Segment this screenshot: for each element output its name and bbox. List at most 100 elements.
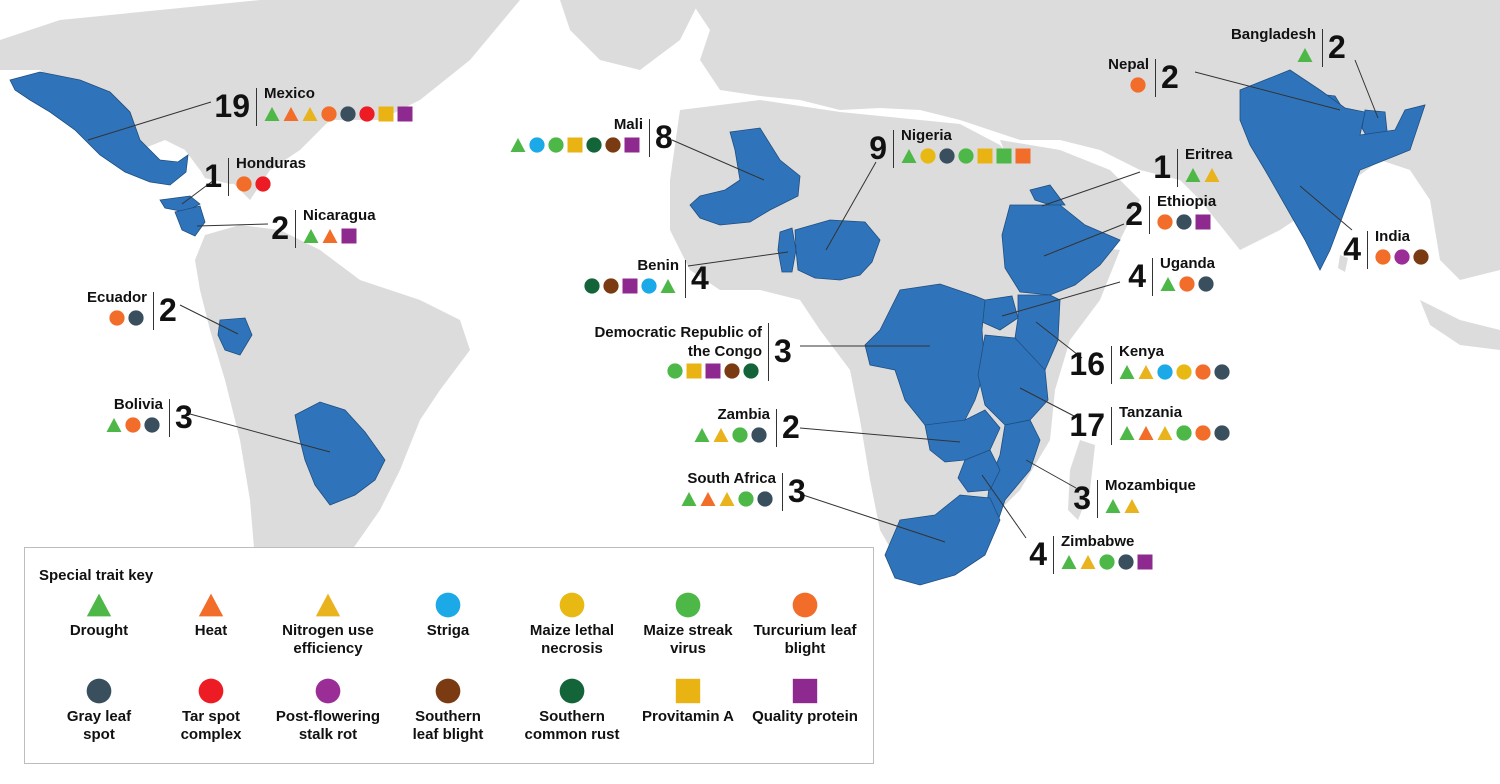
shape-nicaragua xyxy=(174,205,206,237)
shape-drc xyxy=(864,283,986,431)
trait-drought-icon xyxy=(901,148,917,164)
legend-label-line: stalk rot xyxy=(298,726,358,743)
legend-slb-icon xyxy=(435,678,461,704)
trait-mln-icon xyxy=(920,148,936,164)
legend-item-drought: Drought xyxy=(39,592,159,640)
leader-zimbabwe xyxy=(981,474,1027,539)
divider xyxy=(1149,196,1150,234)
trait-icons xyxy=(1119,364,1230,380)
trait-drought-icon xyxy=(1061,554,1077,570)
leader-bangladesh xyxy=(1354,59,1379,119)
trait-icons xyxy=(667,363,759,379)
trait-heat-icon xyxy=(322,228,338,244)
trait-gls-icon xyxy=(757,491,773,507)
country-name: Honduras xyxy=(236,155,307,172)
legend-drought-icon xyxy=(86,592,112,618)
trait-icons xyxy=(681,491,773,507)
legend-label: Maize lethal necrosis xyxy=(512,622,632,658)
legend-label-line: common rust xyxy=(524,726,620,743)
trait-tlb-icon xyxy=(1195,364,1211,380)
legend-item-heat: Heat xyxy=(151,592,271,640)
divider xyxy=(153,292,154,330)
legend-label: Maize streak virus xyxy=(628,622,748,658)
trait-provA-icon xyxy=(977,148,993,164)
trait-gls-icon xyxy=(128,310,144,326)
legend-tlb-icon xyxy=(792,592,818,618)
trait-tlb-icon xyxy=(109,310,125,326)
legend-item-provA: Provitamin A xyxy=(628,678,748,726)
legend-label-line: Maize lethal xyxy=(529,622,615,639)
trait-icons xyxy=(1185,167,1220,183)
trait-gls-icon xyxy=(751,427,767,443)
legend-label-line: blight xyxy=(784,640,826,657)
legend-mln-icon xyxy=(559,592,585,618)
trait-slb-icon xyxy=(605,137,621,153)
trait-icons xyxy=(109,310,144,326)
legend-label: Tar spot complex xyxy=(151,708,271,744)
trait-striga-icon xyxy=(1157,364,1173,380)
legend-label-line: complex xyxy=(180,726,242,743)
country-name: Democratic Republic of the Congo xyxy=(594,324,762,360)
trait-icons xyxy=(106,417,160,433)
country-name: Bolivia xyxy=(113,396,163,413)
variety-count: 1 xyxy=(1153,149,1171,185)
variety-count: 4 xyxy=(1029,536,1047,572)
leader-india xyxy=(1299,185,1353,231)
trait-provA-icon xyxy=(567,137,583,153)
trait-qp-icon xyxy=(397,106,413,122)
trait-tlb-icon xyxy=(1195,425,1211,441)
legend-label: Provitamin A xyxy=(628,708,748,726)
trait-mln-icon xyxy=(1176,364,1192,380)
trait-tsc-icon xyxy=(359,106,375,122)
trait-slb-icon xyxy=(1413,249,1429,265)
trait-drought-icon xyxy=(694,427,710,443)
trait-nue-icon xyxy=(1138,364,1154,380)
legend-label-line: Striga xyxy=(426,622,470,639)
divider xyxy=(1152,258,1153,296)
divider xyxy=(1322,29,1323,67)
variety-count: 3 xyxy=(175,399,193,435)
trait-icons xyxy=(1105,498,1140,514)
trait-drought-icon xyxy=(1160,276,1176,292)
variety-count: 4 xyxy=(1343,231,1361,267)
trait-msv-icon xyxy=(667,363,683,379)
legend-nue-icon xyxy=(315,592,341,618)
trait-icons xyxy=(264,106,413,122)
trait-icons xyxy=(1130,77,1146,93)
divider xyxy=(776,409,777,447)
trait-provA_green-icon xyxy=(996,148,1012,164)
divider xyxy=(1155,59,1156,97)
shape-india xyxy=(1239,69,1426,271)
trait-tlb-icon xyxy=(321,106,337,122)
divider xyxy=(1111,407,1112,445)
trait-gls-icon xyxy=(1118,554,1134,570)
legend-label-line: Drought xyxy=(69,622,129,639)
variety-count: 2 xyxy=(271,210,289,246)
variety-count: 3 xyxy=(1073,480,1091,516)
legend-label-line: spot xyxy=(83,726,115,743)
leader-ethiopia xyxy=(1043,223,1125,257)
leader-kenya xyxy=(1035,321,1083,359)
trait-heat-icon xyxy=(700,491,716,507)
trait-qp-icon xyxy=(1195,214,1211,230)
variety-count: 2 xyxy=(1328,29,1346,65)
trait-slb-icon xyxy=(724,363,740,379)
trait-scr-icon xyxy=(743,363,759,379)
trait-icons xyxy=(1297,47,1313,63)
trait-nue-icon xyxy=(1157,425,1173,441)
trait-msv-icon xyxy=(732,427,748,443)
trait-tlb-icon xyxy=(1130,77,1146,93)
trait-drought-icon xyxy=(1185,167,1201,183)
trait-drought-icon xyxy=(681,491,697,507)
legend-label-line: Quality protein xyxy=(752,708,858,725)
trait-nue-icon xyxy=(302,106,318,122)
legend-qp-icon xyxy=(792,678,818,704)
country-name: Zimbabwe xyxy=(1061,533,1135,550)
legend-label: Nitrogen use efficiency xyxy=(268,622,388,658)
trait-icons xyxy=(1375,249,1429,265)
country-name: Uganda xyxy=(1160,255,1216,272)
legend-pfsr-icon xyxy=(315,678,341,704)
variety-count: 3 xyxy=(788,473,806,509)
trait-gls-icon xyxy=(1214,425,1230,441)
